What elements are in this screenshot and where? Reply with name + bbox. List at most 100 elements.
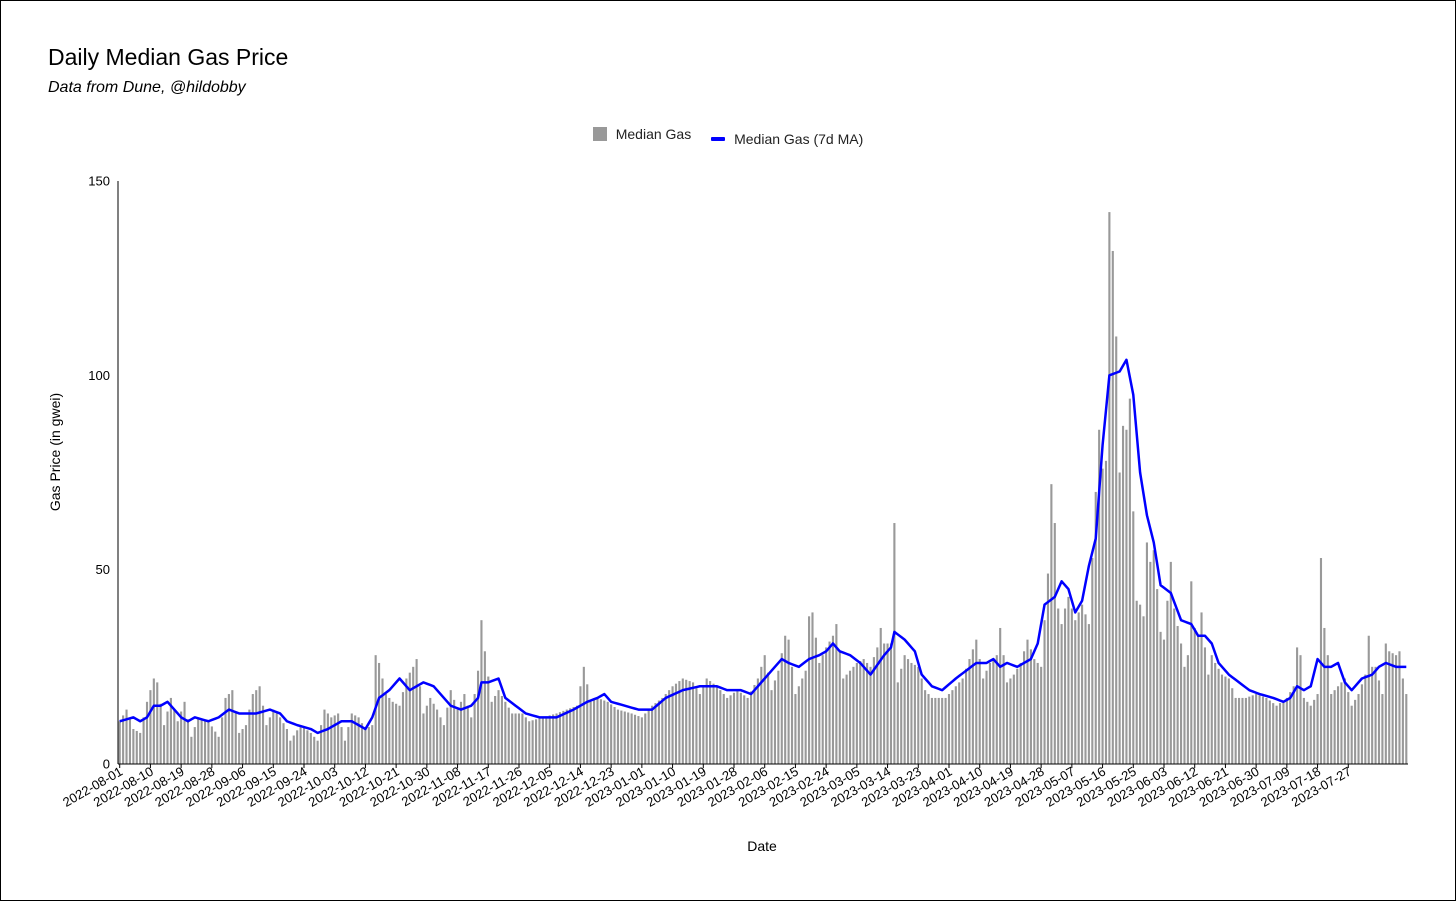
bar (504, 701, 507, 764)
bar (695, 688, 698, 764)
bar (323, 709, 326, 764)
legend-item-median-gas-ma: Median Gas (7d MA) (711, 131, 863, 147)
bar (610, 704, 613, 764)
bar (1316, 694, 1319, 764)
bar (1340, 682, 1343, 764)
bar (1145, 542, 1148, 764)
bar (1094, 491, 1097, 764)
bar (1398, 651, 1401, 764)
bar (186, 719, 190, 764)
bar (1292, 686, 1295, 764)
bar (395, 703, 398, 764)
bar (1040, 666, 1043, 764)
bar (1309, 705, 1312, 764)
bar (773, 680, 777, 764)
bar (1210, 655, 1213, 764)
bar (1132, 511, 1135, 764)
bar (156, 682, 159, 764)
bar (1248, 696, 1251, 764)
bar (787, 639, 790, 764)
legend-item-median-gas: Median Gas (592, 126, 692, 142)
bar (255, 690, 258, 764)
bar (517, 713, 521, 764)
bar (1296, 647, 1299, 764)
bar (934, 697, 937, 764)
bar (265, 725, 268, 764)
bar (1101, 468, 1104, 764)
bar (244, 725, 248, 764)
bar (453, 699, 456, 764)
bar (159, 703, 162, 764)
bar (872, 657, 875, 764)
bar (446, 707, 449, 764)
bar (306, 730, 309, 764)
bar (1121, 425, 1125, 764)
bar (514, 713, 517, 764)
bar (1231, 688, 1234, 764)
bar (924, 690, 927, 764)
bar (343, 740, 347, 764)
bar (142, 717, 145, 764)
bar (197, 717, 200, 764)
bar (1261, 696, 1265, 764)
bar (1200, 612, 1203, 764)
bar (169, 697, 172, 764)
bar (879, 627, 882, 764)
bar (125, 709, 128, 764)
bar (1371, 666, 1374, 764)
bar (1149, 561, 1152, 764)
bar (729, 695, 732, 764)
bar (903, 655, 906, 764)
bar (480, 620, 483, 764)
bar (1234, 697, 1237, 764)
bar (1166, 600, 1169, 764)
bar (930, 697, 933, 764)
bar (988, 662, 992, 764)
bar (1268, 700, 1271, 764)
bar (971, 649, 974, 764)
bar (268, 717, 271, 764)
bar (1183, 666, 1186, 764)
bar (1084, 614, 1087, 764)
bar (1285, 697, 1288, 764)
y-tick-label: 150 (88, 174, 110, 189)
bar (1302, 697, 1305, 764)
bar (1135, 600, 1138, 764)
bar (449, 690, 452, 764)
bar (862, 659, 865, 764)
bar (1313, 699, 1316, 764)
bar (866, 662, 869, 764)
bar (442, 725, 445, 764)
bar (954, 686, 957, 764)
bar (852, 666, 855, 764)
bar (1258, 695, 1261, 764)
bar (371, 725, 374, 764)
bar (661, 697, 664, 764)
bar (1336, 686, 1340, 764)
bar (132, 729, 135, 764)
bar (763, 655, 766, 764)
bar (1395, 655, 1398, 764)
line-layer (119, 358, 1407, 735)
bar (1026, 639, 1029, 764)
bar (1391, 653, 1394, 764)
y-tick-label: 100 (88, 368, 110, 383)
bar (1326, 655, 1329, 764)
bar (1381, 694, 1384, 764)
bar (391, 701, 394, 764)
chart-title: Daily Median Gas Price (48, 44, 289, 70)
bar (1019, 662, 1022, 764)
bar (702, 686, 705, 764)
bar (476, 670, 480, 764)
bar (531, 720, 534, 764)
bar (405, 678, 408, 764)
bar (258, 686, 261, 764)
legend-label-median-gas: Median Gas (615, 126, 692, 142)
bar (975, 639, 978, 764)
bar (524, 717, 527, 764)
bar (1063, 608, 1067, 764)
bar (145, 701, 149, 764)
bar (794, 694, 797, 764)
bar (418, 686, 422, 764)
